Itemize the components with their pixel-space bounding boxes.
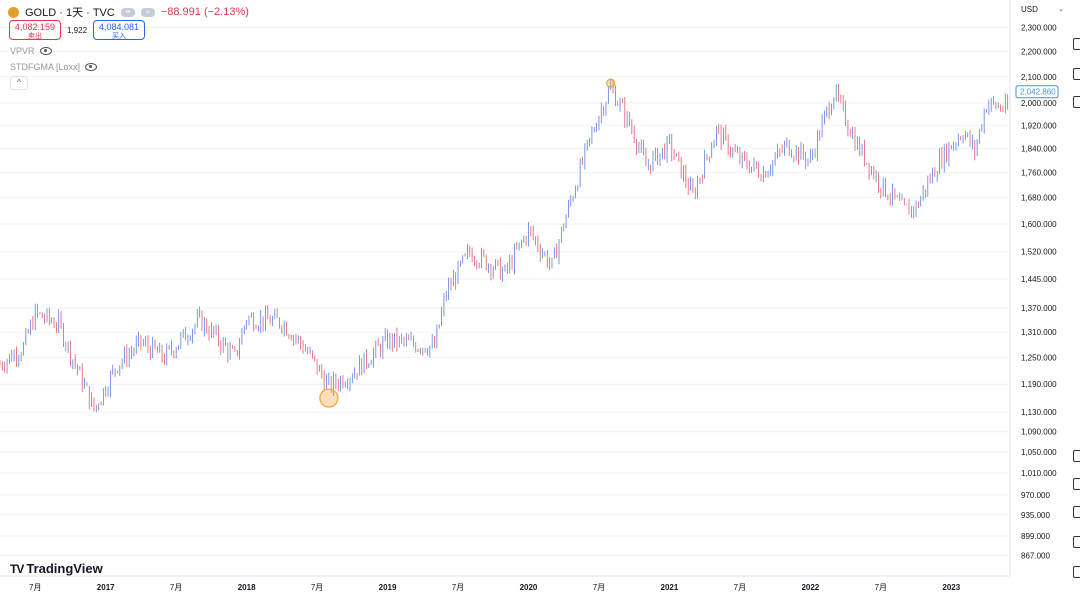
indicator-vpvr[interactable]: VPVR [10,46,52,56]
indicator-stdfgma[interactable]: STDFGMA [Loxx] [10,62,98,72]
indicator-name: STDFGMA [Loxx] [10,62,81,72]
high-marker [606,78,616,88]
price-change: −88.991 (−2.13%) [160,6,249,18]
y-tick-label: 1,445.000 [1021,275,1057,284]
eye-icon[interactable] [85,63,98,71]
y-tick-label: 935.000 [1021,511,1050,520]
y-tick-label: 1,760.000 [1021,168,1057,177]
y-tick-label: 2,300.000 [1021,24,1057,33]
chevron-down-icon[interactable]: ⌄ [1058,6,1064,13]
y-tick-label: 970.000 [1021,491,1050,500]
x-tick-label: 7月 [593,583,605,592]
y-tick-label: 1,090.000 [1021,428,1057,437]
market-status-icon[interactable]: •• [120,7,135,17]
buy-price: 4,084.081 [99,22,140,32]
y-tick-label: 1,050.000 [1021,448,1057,457]
x-tick-label: 7月 [452,583,464,592]
currency-label[interactable]: USD [1021,5,1038,14]
x-tick-label: 2023 [942,583,960,592]
trade-panel: 4,082.159 卖出 1,922 4,084.081 买入 [9,20,146,40]
x-tick-label: 7月 [734,583,746,592]
chevron-up-icon: ^ [17,78,21,87]
toolbar-icon[interactable] [1073,566,1080,578]
spread-value: 1,922 [67,25,88,35]
y-tick-label: 2,000.000 [1021,99,1057,108]
x-tick-label: 7月 [875,583,887,592]
toolbar-icon[interactable] [1073,68,1080,80]
y-tick-label: 1,520.000 [1021,248,1057,257]
toolbar-icon[interactable] [1073,506,1080,518]
indicator-name: VPVR [10,46,35,56]
tv-logo-icon: TV [10,561,24,576]
x-tick-label: 2021 [661,583,679,592]
y-tick-label: 1,370.000 [1021,304,1057,313]
low-marker [319,388,339,408]
brand-name: TradingView [26,561,103,576]
y-tick-label: 1,840.000 [1021,144,1057,153]
y-tick-label: 867.000 [1021,552,1050,561]
y-tick-label: 1,010.000 [1021,469,1057,478]
x-tick-label: 7月 [170,583,182,592]
toolbar-icon[interactable] [1073,96,1080,108]
x-tick-label: 7月 [29,583,41,592]
buy-button[interactable]: 4,084.081 买入 [93,20,146,40]
sell-price: 4,082.159 [14,22,56,32]
y-tick-label: 2,200.000 [1021,48,1057,57]
collapse-indicators-button[interactable]: ^ [10,76,28,90]
toolbar-icon[interactable] [1073,38,1080,50]
y-tick-label: 1,130.000 [1021,408,1057,417]
y-tick-label: 1,920.000 [1021,121,1057,130]
delay-icon[interactable]: ≈ [140,7,155,17]
eye-icon[interactable] [39,47,52,55]
sell-button[interactable]: 4,082.159 卖出 [9,20,61,40]
y-tick-label: 1,250.000 [1021,354,1057,363]
x-tick-label: 2022 [801,583,819,592]
toolbar-icon[interactable] [1073,478,1080,490]
y-tick-label: 2,100.000 [1021,73,1057,82]
y-tick-label: 1,600.000 [1021,220,1057,229]
y-tick-label: 1,310.000 [1021,328,1057,337]
sell-label: 卖出 [28,33,42,40]
toolbar-icon[interactable] [1073,450,1080,462]
buy-label: 买入 [112,33,127,40]
gold-logo-icon [8,6,19,18]
last-price-label: 2,042.860 [1020,88,1056,97]
x-tick-label: 2020 [520,583,538,592]
x-tick-label: 2018 [238,583,256,592]
tradingview-logo: TV TradingView [10,561,103,576]
x-tick-label: 2019 [379,583,397,592]
symbol-header: GOLD · 1天 · TVC •• ≈ −88.991 (−2.13%) [8,4,249,20]
last-price-box [1015,85,1059,99]
symbol-title[interactable]: GOLD · 1天 · TVC [25,7,115,19]
x-tick-label: 2017 [97,583,115,592]
y-tick-label: 1,190.000 [1021,380,1057,389]
toolbar-icon[interactable] [1073,536,1080,548]
y-tick-label: 899.000 [1021,532,1050,541]
y-tick-label: 1,680.000 [1021,194,1057,203]
x-tick-label: 7月 [311,583,323,592]
